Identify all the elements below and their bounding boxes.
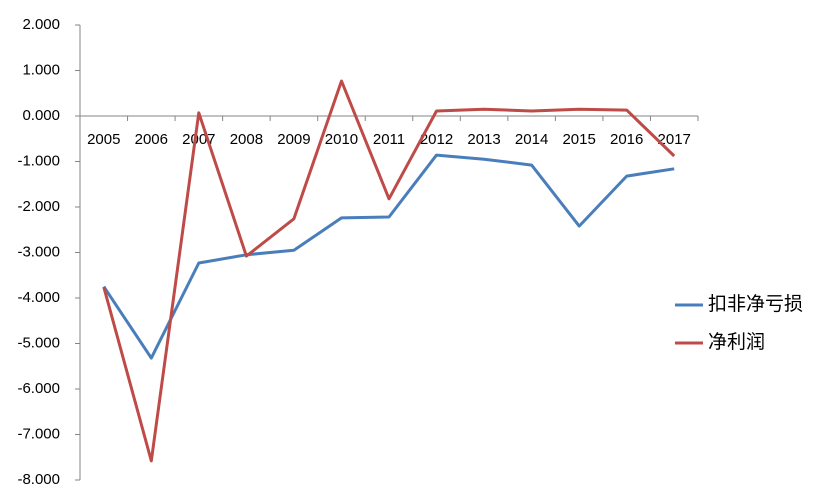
x-tick-label: 2009 [277, 131, 310, 148]
y-tick-label: 2.000 [22, 16, 60, 33]
x-tick-label: 2005 [87, 131, 120, 148]
x-tick-label: 2013 [467, 131, 500, 148]
x-tick-label: 2011 [373, 131, 405, 148]
legend-label: 净利润 [708, 331, 765, 353]
y-tick-label: -2.000 [17, 198, 60, 215]
y-tick-label: 1.000 [22, 61, 60, 78]
series-line [102, 153, 675, 360]
x-tick-label: 2017 [658, 131, 691, 148]
series-line [102, 79, 676, 463]
x-tick-label: 2015 [562, 131, 595, 148]
y-tick-label: -7.000 [17, 425, 60, 442]
x-tick-label: 2006 [135, 131, 168, 148]
x-tick-label: 2012 [420, 131, 453, 148]
x-tick-label: 2010 [325, 131, 358, 148]
x-tick-label: 2008 [230, 131, 263, 148]
x-tick-label: 2014 [515, 131, 548, 148]
y-tick-label: -8.000 [17, 471, 60, 488]
legend-label: 扣非净亏损 [708, 293, 803, 315]
y-tick-label: -1.000 [17, 152, 60, 169]
y-tick-label: -3.000 [17, 243, 60, 260]
y-tick-label: 0.000 [22, 107, 60, 124]
y-tick-label: -6.000 [17, 380, 60, 397]
x-tick-label: 2016 [610, 131, 643, 148]
y-tick-label: -4.000 [17, 289, 60, 306]
y-tick-label: -5.000 [17, 334, 60, 351]
